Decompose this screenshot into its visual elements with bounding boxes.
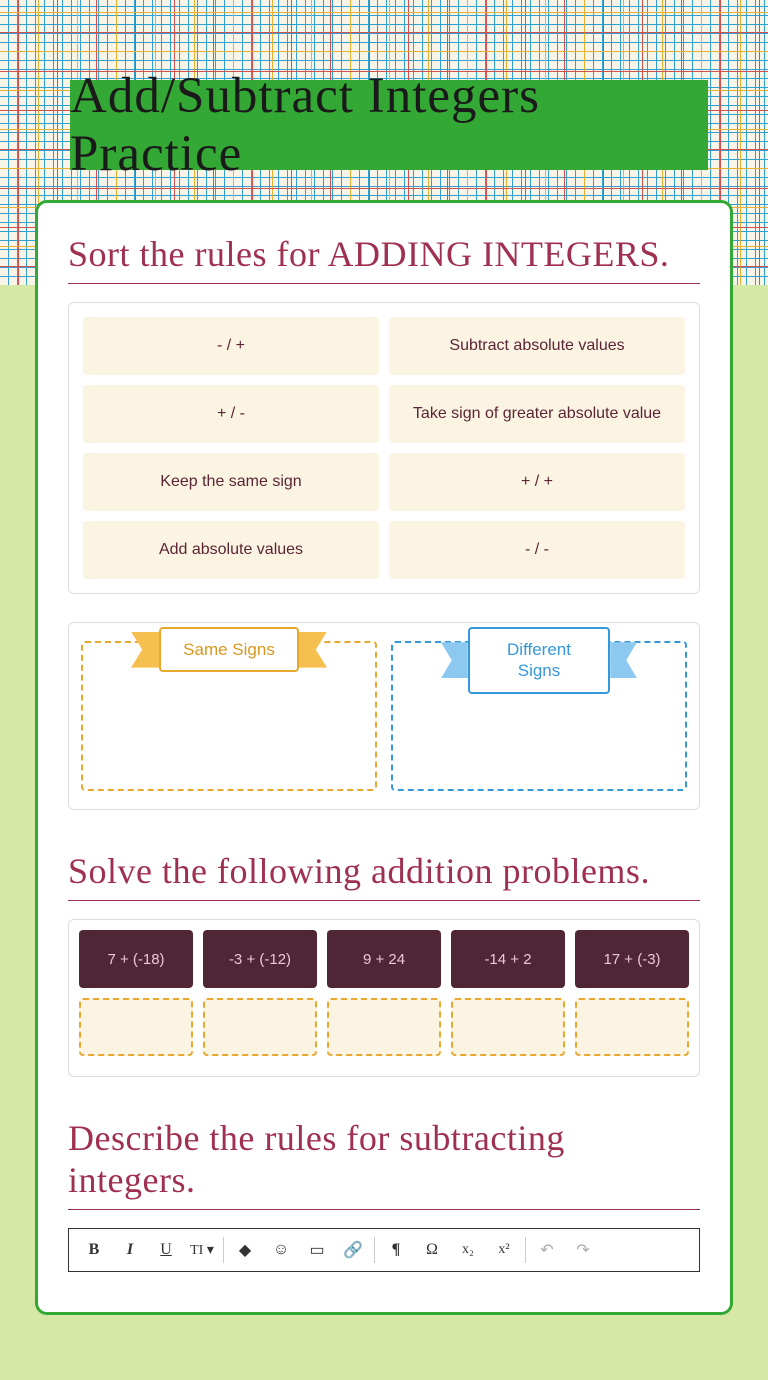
link-button[interactable]: 🔗 xyxy=(336,1233,370,1267)
page-title: Add/Subtract Integers Practice xyxy=(70,67,708,183)
superscript-button[interactable]: x² xyxy=(487,1233,521,1267)
rule-chip[interactable]: Subtract absolute values xyxy=(389,317,685,375)
emoji-button[interactable]: ☺ xyxy=(264,1233,298,1267)
text-style-button[interactable]: T‍I ▾ xyxy=(185,1233,219,1267)
dropzone-different-signs[interactable]: Different Signs xyxy=(391,641,687,791)
special-char-button[interactable]: Ω xyxy=(415,1233,449,1267)
image-button[interactable]: ▭ xyxy=(300,1233,334,1267)
paragraph-button[interactable]: ¶ xyxy=(379,1233,413,1267)
rule-chip[interactable]: Keep the same sign xyxy=(83,453,379,511)
text-color-button[interactable]: ◆ xyxy=(228,1233,262,1267)
underline-button[interactable]: U xyxy=(149,1233,183,1267)
rule-chip[interactable]: + / - xyxy=(83,385,379,443)
answer-dropzone[interactable] xyxy=(451,998,565,1056)
answers-row xyxy=(79,998,689,1056)
rules-grid: - / + Subtract absolute values + / - Tak… xyxy=(83,317,685,579)
answer-dropzone[interactable] xyxy=(79,998,193,1056)
answer-dropzone[interactable] xyxy=(575,998,689,1056)
rule-chip[interactable]: + / + xyxy=(389,453,685,511)
answer-dropzone[interactable] xyxy=(327,998,441,1056)
ribbon-same: Same Signs xyxy=(131,627,327,672)
ribbon-label-diff: Different Signs xyxy=(468,627,610,694)
rule-chip[interactable]: Take sign of greater absolute value xyxy=(389,385,685,443)
page-body-background: Sort the rules for ADDING INTEGERS. - / … xyxy=(0,285,768,1380)
ribbon-label-same: Same Signs xyxy=(159,627,299,672)
toolbar-separator-icon xyxy=(525,1237,526,1263)
subscript-button[interactable]: x₂ xyxy=(451,1233,485,1267)
redo-button[interactable]: ↷ xyxy=(566,1233,600,1267)
problem-tile[interactable]: 9 + 24 xyxy=(327,930,441,988)
ribbon-tail-icon xyxy=(441,642,468,678)
italic-button[interactable]: I xyxy=(113,1233,147,1267)
toolbar-separator-icon xyxy=(223,1237,224,1263)
toolbar-separator-icon xyxy=(374,1237,375,1263)
rich-text-toolbar: B I U T‍I ▾ ◆ ☺ ▭ 🔗 ¶ Ω x₂ x² ↶ ↷ xyxy=(68,1228,700,1272)
undo-button[interactable]: ↶ xyxy=(530,1233,564,1267)
ribbon-tail-icon xyxy=(131,632,159,668)
rules-source-box: - / + Subtract absolute values + / - Tak… xyxy=(68,302,700,594)
ribbon-diff: Different Signs xyxy=(441,627,637,694)
rule-chip[interactable]: - / - xyxy=(389,521,685,579)
problem-tile[interactable]: 7 + (-18) xyxy=(79,930,193,988)
bold-button[interactable]: B xyxy=(77,1233,111,1267)
answer-dropzone[interactable] xyxy=(203,998,317,1056)
ribbon-tail-icon xyxy=(299,632,327,668)
problem-tile[interactable]: 17 + (-3) xyxy=(575,930,689,988)
dropzone-same-signs[interactable]: Same Signs xyxy=(81,641,377,791)
problem-tile[interactable]: -3 + (-12) xyxy=(203,930,317,988)
section-2-heading: Solve the following addition problems. xyxy=(68,850,700,901)
section-3-heading: Describe the rules for subtracting integ… xyxy=(68,1117,700,1210)
problem-tile[interactable]: -14 + 2 xyxy=(451,930,565,988)
problems-row: 7 + (-18) -3 + (-12) 9 + 24 -14 + 2 17 +… xyxy=(79,930,689,988)
ribbon-tail-icon xyxy=(610,642,637,678)
main-card: Sort the rules for ADDING INTEGERS. - / … xyxy=(35,200,733,1315)
rule-chip[interactable]: - / + xyxy=(83,317,379,375)
title-bar: Add/Subtract Integers Practice xyxy=(70,80,708,170)
section-1-heading: Sort the rules for ADDING INTEGERS. xyxy=(68,233,700,284)
dropzones-container: Same Signs Different Signs xyxy=(68,622,700,810)
rule-chip[interactable]: Add absolute values xyxy=(83,521,379,579)
problems-box: 7 + (-18) -3 + (-12) 9 + 24 -14 + 2 17 +… xyxy=(68,919,700,1077)
